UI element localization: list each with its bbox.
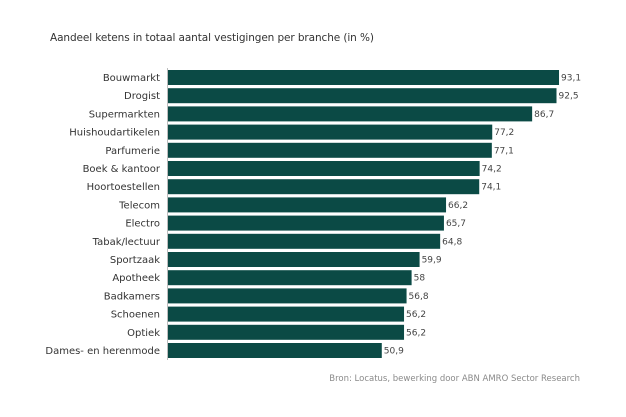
category-label: Optiek — [127, 328, 160, 339]
bar-dames-en-herenmode — [168, 343, 382, 358]
value-label: 56,2 — [406, 310, 426, 320]
value-label: 77,2 — [494, 128, 514, 138]
value-label: 58 — [414, 274, 426, 284]
value-label: 56,8 — [409, 292, 429, 302]
bars-group: Bouwmarkt 93,1 Drogist 92,5 Supermarkten 86,7… — [45, 70, 581, 358]
bar-sportzaak — [168, 252, 420, 267]
value-label: 74,2 — [482, 165, 502, 175]
category-label: Electro — [125, 219, 160, 230]
category-label: Tabak/lectuur — [92, 237, 161, 248]
value-label: 56,2 — [406, 328, 426, 338]
chart-title: Aandeel ketens in totaal aantal vestigin… — [50, 32, 374, 44]
bar-drogist — [168, 88, 557, 104]
value-label: 93,1 — [561, 74, 581, 84]
category-label: Badkamers — [104, 291, 160, 302]
category-label: Apotheek — [112, 273, 160, 284]
category-label: Dames- en herenmode — [45, 346, 160, 357]
bar-telecom — [168, 197, 447, 213]
bar-schoenen — [168, 306, 405, 322]
value-label: 64,8 — [442, 237, 462, 247]
value-label: 65,7 — [446, 219, 466, 229]
bar-badkamers — [168, 288, 407, 304]
value-label: 50,9 — [384, 347, 404, 357]
category-label: Hoortoestellen — [87, 182, 160, 193]
category-label: Telecom — [118, 200, 160, 211]
bar-supermarkten — [168, 106, 533, 122]
category-label: Bouwmarkt — [103, 73, 160, 84]
bar-electro — [168, 215, 444, 231]
value-label: 92,5 — [559, 92, 579, 102]
bar-boek-kantoor — [168, 161, 480, 176]
bar-hoortoestellen — [168, 179, 480, 195]
source-note: Bron: Locatus, bewerking door ABN AMRO S… — [329, 374, 580, 384]
bar-bouwmarkt — [168, 70, 560, 85]
category-label: Supermarkten — [89, 109, 160, 120]
category-label: Boek & kantoor — [83, 164, 161, 175]
bar-huishoudartikelen — [168, 124, 493, 140]
bar-parfumerie — [168, 142, 492, 158]
category-label: Parfumerie — [105, 146, 160, 157]
category-label: Sportzaak — [110, 255, 160, 266]
value-label: 77,1 — [494, 146, 514, 156]
value-label: 74,1 — [481, 183, 501, 193]
category-label: Huishoudartikelen — [69, 128, 160, 139]
category-label: Drogist — [124, 91, 160, 102]
bar-tabak-lectuur — [168, 233, 441, 249]
bar-optiek — [168, 324, 405, 340]
category-label: Schoenen — [111, 310, 160, 321]
value-label: 86,7 — [534, 110, 554, 120]
bar-apotheek — [168, 270, 412, 286]
value-label: 59,9 — [422, 256, 442, 266]
value-label: 66,2 — [448, 201, 468, 211]
